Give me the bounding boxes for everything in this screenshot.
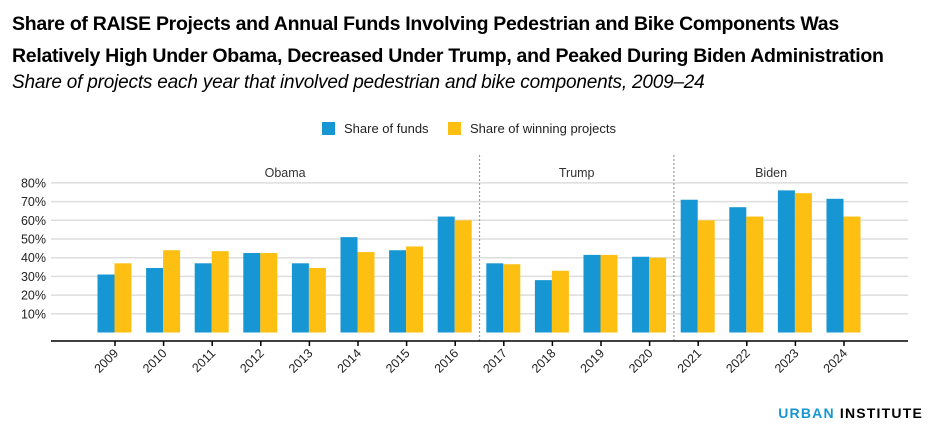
x-tick-label: 2021 xyxy=(675,346,705,376)
era-label-biden: Biden xyxy=(755,166,787,180)
bar-projects-2010 xyxy=(163,250,181,333)
x-tick-label: 2017 xyxy=(480,346,510,376)
bar-funds-2013 xyxy=(291,263,309,333)
x-tick-label: 2020 xyxy=(626,346,656,376)
gridlines xyxy=(51,182,908,315)
chart-subtitle: Share of projects each year that involve… xyxy=(12,72,705,93)
x-tick-label: 2022 xyxy=(723,346,753,376)
bar-funds-2020 xyxy=(632,256,650,333)
y-tick-label: 80% xyxy=(21,176,46,190)
legend-label-projects: Share of winning projects xyxy=(470,121,616,136)
legend: Share of funds Share of winning projects xyxy=(322,121,616,136)
legend-swatch-funds xyxy=(322,122,335,135)
y-axis-labels: 10% 20% 30% 40% 50% 60% 70% 80% xyxy=(21,176,46,321)
bar-funds-2011 xyxy=(194,263,212,333)
era-label-trump: Trump xyxy=(559,166,595,180)
bar-funds-2009 xyxy=(97,274,115,333)
bar-funds-2022 xyxy=(729,207,747,333)
bar-projects-2015 xyxy=(406,246,424,333)
bar-funds-2024 xyxy=(826,198,844,333)
bar-projects-2013 xyxy=(308,267,326,333)
bar-projects-2019 xyxy=(600,254,618,333)
bar-projects-2016 xyxy=(454,220,472,333)
bar-projects-2014 xyxy=(357,252,375,333)
x-tick-label: 2014 xyxy=(335,346,365,376)
chart-title: Share of RAISE Projects and Annual Funds… xyxy=(12,13,884,67)
x-tick-label: 2013 xyxy=(286,346,316,376)
urban-institute-logo: URBAN INSTITUTE xyxy=(778,405,923,421)
era-dividers xyxy=(478,155,675,341)
era-label-obama: Obama xyxy=(265,166,306,180)
logo-institute: INSTITUTE xyxy=(839,405,923,421)
bar-funds-2019 xyxy=(583,254,601,333)
bar-projects-2022 xyxy=(746,216,764,333)
bar-funds-2010 xyxy=(146,267,164,333)
x-tick-label: 2012 xyxy=(237,346,267,376)
bar-projects-2011 xyxy=(211,251,229,333)
y-tick-label: 30% xyxy=(21,270,46,284)
x-tick-label: 2016 xyxy=(432,346,462,376)
y-tick-label: 50% xyxy=(21,233,46,247)
bars xyxy=(97,190,861,333)
bar-funds-2018 xyxy=(534,280,552,333)
y-tick-label: 60% xyxy=(21,214,46,228)
bar-projects-2009 xyxy=(114,263,132,333)
legend-label-funds: Share of funds xyxy=(344,121,429,136)
bar-projects-2018 xyxy=(551,270,569,333)
x-tick-label: 2015 xyxy=(383,346,413,376)
x-tick-label: 2024 xyxy=(821,346,851,376)
bar-projects-2020 xyxy=(649,257,667,333)
x-axis: 2009 2010 2011 2012 2013 2014 2015 2016 2017 2018… xyxy=(51,340,908,376)
bar-projects-2021 xyxy=(697,220,715,333)
x-tick-label: 2023 xyxy=(772,346,802,376)
era-labels: Obama Trump Biden xyxy=(265,166,788,180)
bar-funds-2023 xyxy=(777,190,795,333)
x-tick-label: 2011 xyxy=(189,346,218,375)
y-tick-label: 10% xyxy=(21,307,46,321)
bar-funds-2015 xyxy=(389,250,407,333)
y-tick-label: 40% xyxy=(21,251,46,265)
x-tick-label: 2019 xyxy=(578,346,608,376)
logo-urban: URBAN xyxy=(778,405,835,421)
x-tick-label: 2018 xyxy=(529,346,559,376)
bar-funds-2012 xyxy=(243,253,261,333)
bar-projects-2023 xyxy=(794,193,812,333)
bar-funds-2014 xyxy=(340,237,358,333)
x-tick-label: 2009 xyxy=(92,346,122,376)
bar-funds-2017 xyxy=(486,263,504,333)
x-tick-label: 2010 xyxy=(140,346,170,376)
bar-projects-2017 xyxy=(503,264,521,333)
bar-funds-2016 xyxy=(437,216,455,333)
bar-projects-2024 xyxy=(843,216,861,333)
y-tick-label: 70% xyxy=(21,195,46,209)
bar-projects-2012 xyxy=(260,253,278,333)
bar-funds-2021 xyxy=(680,199,698,333)
y-tick-label: 20% xyxy=(21,289,46,303)
legend-swatch-projects xyxy=(448,122,461,135)
